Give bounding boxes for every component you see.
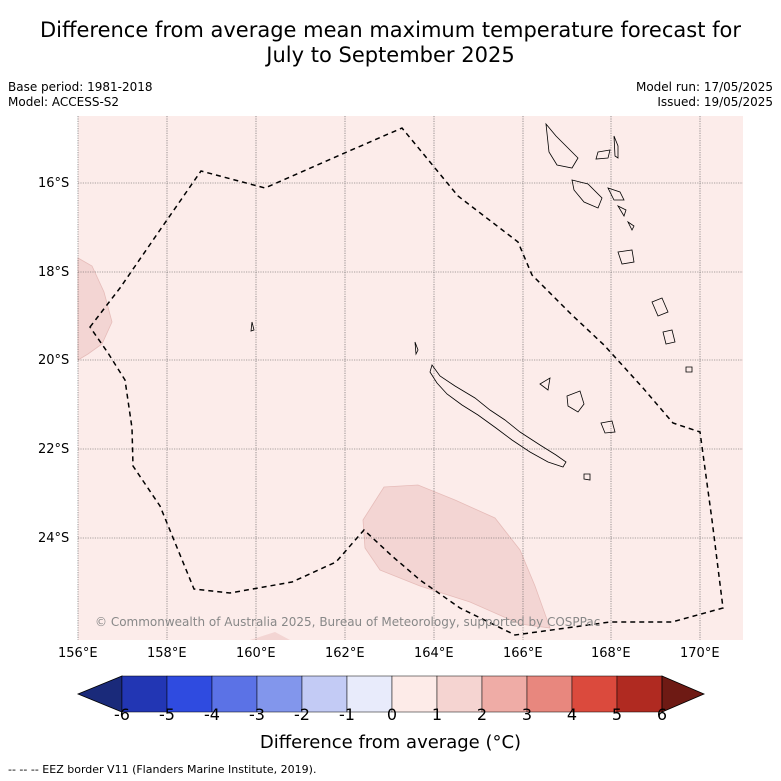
graticule [77,116,743,640]
meta-right: Model run: 17/05/2025 Issued: 19/05/2025 [636,80,773,110]
lat-label-24s: 24°S [38,531,70,546]
lon-label-158e: 158°E [147,646,187,661]
lat-label-22s: 22°S [38,442,70,457]
vanuatu-espiritu-santo [545,122,579,169]
vanuatu-efate [626,220,635,231]
vanuatu-aneityum [662,329,676,345]
colorbar-bin [256,675,303,713]
colorbar-bin [301,675,348,713]
lon-label-166e: 166°E [503,646,543,661]
island-ouvea [539,377,551,391]
title-line-2: July to September 2025 [266,43,515,67]
vanuatu-shepherd [616,205,627,217]
base-period: Base period: 1981-2018 [8,80,153,94]
lat-label-16s: 16°S [38,176,70,191]
lon-label-156e: 156°E [58,646,98,661]
colorbar-tick: -4 [204,705,220,724]
colorbar-tick: -6 [114,705,130,724]
model-name: Model: ACCESS-S2 [8,95,120,109]
colorbar-tick: 5 [611,705,623,724]
colorbar-bin [481,675,528,713]
island-hunter [685,366,693,373]
lat-label-18s: 18°S [38,265,70,280]
lon-label-162e: 162°E [325,646,365,661]
vanuatu-pentecost [613,135,619,159]
colorbar-bin [121,675,168,713]
title-line-1: Difference from average mean maximum tem… [40,18,741,42]
island-chesterfield [250,321,255,332]
map-title: Difference from average mean maximum tem… [0,18,781,68]
vanuatu-epi [607,187,625,201]
vanuatu-erromango [617,249,635,265]
island-mare [600,420,616,434]
colorbar-bin [616,675,663,713]
warm-patch-south [362,484,551,629]
colorbar-tick: -5 [159,705,175,724]
colorbar-tick: 2 [476,705,488,724]
colorbar-title: Difference from average (°C) [259,732,522,753]
eez-legend: -- -- -- EEZ border V11 (Flanders Marine… [8,763,317,776]
lon-label-160e: 160°E [236,646,276,661]
colorbar-tick: 0 [386,705,398,724]
lon-label-164e: 164°E [414,646,454,661]
colorbar-tick: 6 [656,705,668,724]
colorbar-tick: -2 [294,705,310,724]
warm-patch-bottom [250,632,290,640]
colorbar-bin [346,675,393,713]
vanuatu-maewo [595,149,611,160]
colorbar-tick: 3 [521,705,533,724]
vanuatu-tanna [651,297,669,317]
copyright-text: © Commonwealth of Australia 2025, Bureau… [95,615,600,629]
vanuatu-malekula [571,179,603,209]
island-lifou [566,390,585,413]
new-caledonia-grande-terre [429,364,567,468]
colorbar [76,675,706,713]
meta-left: Base period: 1981-2018 Model: ACCESS-S2 [8,80,153,110]
colorbar-bin [571,675,618,713]
warm-patch-west [77,257,113,361]
issued-date: Issued: 19/05/2025 [657,95,773,109]
warm-anomaly-patches [77,257,551,640]
colorbar-bin [211,675,258,713]
colorbar-tick: -1 [339,705,355,724]
colorbar-tick: 4 [566,705,578,724]
model-run: Model run: 17/05/2025 [635,80,773,94]
colorbar-bin [166,675,213,713]
lat-label-20s: 20°S [38,353,70,368]
coastlines [250,122,693,481]
island-matthew [583,473,591,481]
colorbar-bin [526,675,573,713]
island-belep [414,341,419,356]
lon-label-170e: 170°E [680,646,720,661]
colorbar-extend-high [661,675,706,713]
colorbar-tick: -3 [249,705,265,724]
lon-label-168e: 168°E [591,646,631,661]
eez-border [89,127,724,636]
colorbar-tick: 1 [431,705,443,724]
colorbar-bin [436,675,483,713]
colorbar-bin [391,675,438,713]
